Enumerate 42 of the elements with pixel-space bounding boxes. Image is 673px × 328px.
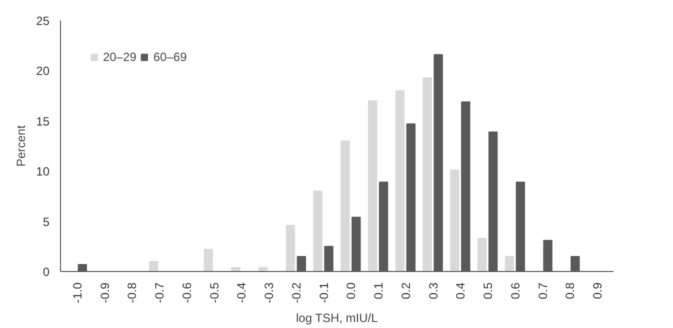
x-tick-label: 0.5	[481, 282, 496, 300]
bar	[368, 100, 378, 272]
bar	[340, 140, 350, 272]
x-tick-label: 0.1	[372, 282, 386, 300]
x-tick-label: -0.4	[234, 282, 249, 304]
bar	[395, 90, 405, 272]
bar	[204, 248, 213, 272]
x-tick-label: -1.0	[70, 282, 84, 304]
bar	[231, 266, 240, 272]
x-tick-label: 0.2	[398, 282, 413, 300]
y-axis-title: Percent	[14, 124, 28, 167]
x-tick-label: -0.9	[98, 282, 112, 304]
legend-label: 20–29	[103, 50, 136, 64]
x-tick-label: 0.8	[563, 282, 578, 300]
bar	[450, 170, 460, 272]
y-tick-label: 25	[36, 14, 50, 28]
x-axis-title: log TSH, mIU/L	[296, 311, 378, 326]
x-tick-label: -0.7	[152, 282, 167, 304]
x-tick-label: -0.2	[289, 282, 304, 304]
y-tick-label: 20	[36, 64, 50, 78]
x-tick-label: -0.6	[180, 282, 194, 304]
x-tick-label: 0.3	[426, 282, 440, 300]
bar	[504, 256, 514, 272]
x-tick-label: 0.6	[508, 282, 522, 300]
x-tick-label: 0.0	[344, 282, 358, 300]
bar	[422, 77, 432, 272]
x-tick-label: 0.4	[454, 282, 468, 300]
bar	[313, 190, 322, 272]
x-tick-label: -0.8	[125, 282, 140, 304]
bar	[148, 260, 158, 272]
x-tick-label: -0.3	[262, 282, 276, 304]
x-tick-label: 0.9	[590, 282, 605, 300]
y-tick-label: 5	[42, 214, 50, 229]
y-tick-label: 10	[36, 164, 50, 179]
y-tick-label: 15	[36, 114, 50, 128]
y-tick-label: 0	[42, 265, 50, 279]
x-tick-label: -0.1	[316, 282, 331, 304]
bar	[286, 224, 296, 272]
x-tick-label: -0.5	[207, 282, 222, 304]
legend-label: 60–69	[153, 50, 187, 64]
bar	[477, 238, 487, 272]
x-tick-label: 0.7	[536, 282, 550, 300]
